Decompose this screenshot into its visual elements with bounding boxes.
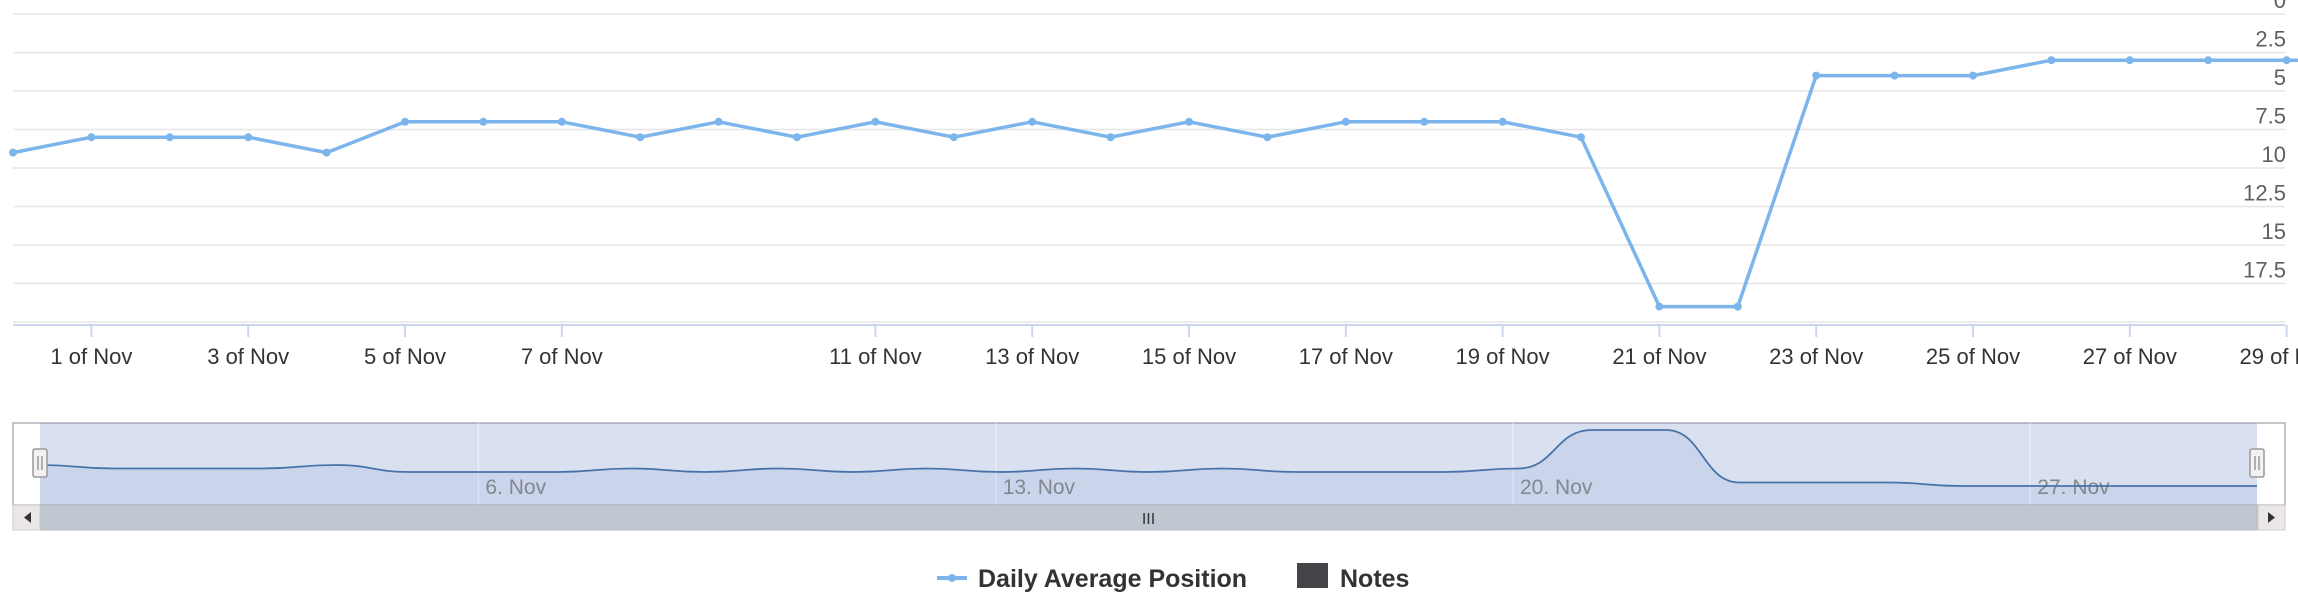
data-point[interactable] — [1655, 302, 1664, 311]
x-tick-label: 15 of Nov — [1142, 344, 1236, 369]
arrow-right-icon — [2268, 512, 2275, 523]
y-axis-labels: 0 2.5 5 7.5 10 12.5 15 17.5 — [2243, 0, 2286, 283]
data-point[interactable] — [793, 133, 801, 142]
data-point[interactable] — [949, 133, 958, 142]
x-tick-label: 19 of Nov — [1456, 344, 1550, 369]
y-tick-label: 12.5 — [2243, 181, 2286, 206]
navigator-selected-range[interactable] — [40, 423, 2257, 505]
navigator-background — [12, 422, 2286, 506]
navigator-left-handle[interactable] — [32, 448, 48, 478]
navigator-right-handle[interactable] — [2249, 448, 2265, 478]
data-point[interactable] — [1890, 71, 1899, 80]
data-point[interactable] — [1420, 117, 1429, 126]
data-point[interactable] — [1812, 71, 1821, 80]
y-tick-label: 5 — [2274, 65, 2286, 90]
navigator-series-line — [39, 429, 2257, 487]
data-point[interactable] — [322, 148, 331, 157]
data-point[interactable] — [2204, 56, 2213, 65]
scrollbar-grip: III — [1142, 511, 1155, 528]
navigator-date-label: 6. Nov — [485, 476, 546, 499]
navigator-date-label: 20. Nov — [1520, 476, 1593, 499]
y-tick-label: 15 — [2262, 219, 2286, 244]
scrollbar-left-button[interactable] — [12, 504, 41, 531]
x-tick-label: 1 of Nov — [50, 344, 132, 369]
data-point[interactable] — [2282, 56, 2291, 65]
data-point[interactable] — [244, 133, 253, 142]
legend-symbol-marker — [948, 574, 956, 582]
data-point[interactable] — [2125, 56, 2134, 65]
data-point[interactable] — [165, 133, 174, 142]
series-daily-average-position — [9, 56, 2298, 311]
data-point[interactable] — [1263, 133, 1272, 142]
x-tick-label: 7 of Nov — [521, 344, 603, 369]
y-tick-label: 17.5 — [2243, 258, 2286, 283]
data-point[interactable] — [871, 117, 880, 126]
series-line-daily-average-position — [12, 58, 2298, 309]
legend-item-notes[interactable]: Notes — [1297, 563, 1409, 593]
x-tick-label: 29 of Nov — [2240, 344, 2298, 369]
navigator-series-area — [40, 430, 2257, 505]
handle-body[interactable] — [32, 448, 48, 478]
x-tick-label: 5 of Nov — [364, 344, 446, 369]
handle-body[interactable] — [2249, 448, 2265, 478]
data-point[interactable] — [401, 117, 409, 126]
data-point[interactable] — [9, 148, 17, 157]
x-tick-label: 17 of Nov — [1299, 344, 1393, 369]
data-point[interactable] — [1577, 133, 1585, 142]
grid-lines — [13, 13, 2285, 323]
legend-item-daily-average-position[interactable]: Daily Average Position — [937, 565, 1247, 593]
data-point[interactable] — [1028, 117, 1037, 126]
data-point[interactable] — [479, 117, 488, 126]
navigator-date-label: 13. Nov — [1003, 476, 1076, 499]
navigator[interactable]: 6. Nov 13. Nov 20. Nov 27. Nov III — [12, 422, 2286, 531]
x-tick-label: 23 of Nov — [1769, 344, 1863, 369]
x-tick-label: 27 of Nov — [2083, 344, 2177, 369]
legend-label-daily-average-position: Daily Average Position — [978, 565, 1247, 593]
data-point[interactable] — [714, 117, 723, 126]
legend: Daily Average Position Notes — [937, 563, 1409, 593]
x-tick-label: 25 of Nov — [1926, 344, 2020, 369]
data-point[interactable] — [1498, 117, 1507, 126]
data-point[interactable] — [636, 133, 645, 142]
scrollbar[interactable]: III — [12, 504, 2286, 531]
data-point[interactable] — [1185, 117, 1193, 126]
x-tick-label: 3 of Nov — [207, 344, 289, 369]
legend-label-notes: Notes — [1340, 565, 1409, 593]
x-axis: 1 of Nov 3 of Nov 5 of Nov 7 of Nov 11 of No… — [13, 324, 2298, 369]
x-tick-label: 21 of Nov — [1612, 344, 1706, 369]
x-tick-label: 13 of Nov — [985, 344, 1079, 369]
data-point[interactable] — [2047, 56, 2056, 65]
legend-symbol-square — [1297, 563, 1328, 588]
y-tick-label: 0 — [2274, 0, 2286, 13]
data-point[interactable] — [87, 133, 96, 142]
x-tick-label: 11 of Nov — [829, 344, 922, 369]
navigator-date-label: 27. Nov — [2037, 476, 2110, 499]
data-point[interactable] — [1733, 302, 1742, 311]
scrollbar-thumb[interactable] — [39, 504, 2258, 531]
y-tick-label: 7.5 — [2255, 104, 2286, 129]
y-tick-label: 2.5 — [2255, 27, 2286, 52]
data-point[interactable] — [557, 117, 566, 126]
data-point[interactable] — [1969, 71, 1977, 80]
data-point[interactable] — [1341, 117, 1350, 126]
y-tick-label: 10 — [2262, 142, 2286, 167]
arrow-left-icon — [24, 512, 31, 523]
data-point[interactable] — [1106, 133, 1115, 142]
